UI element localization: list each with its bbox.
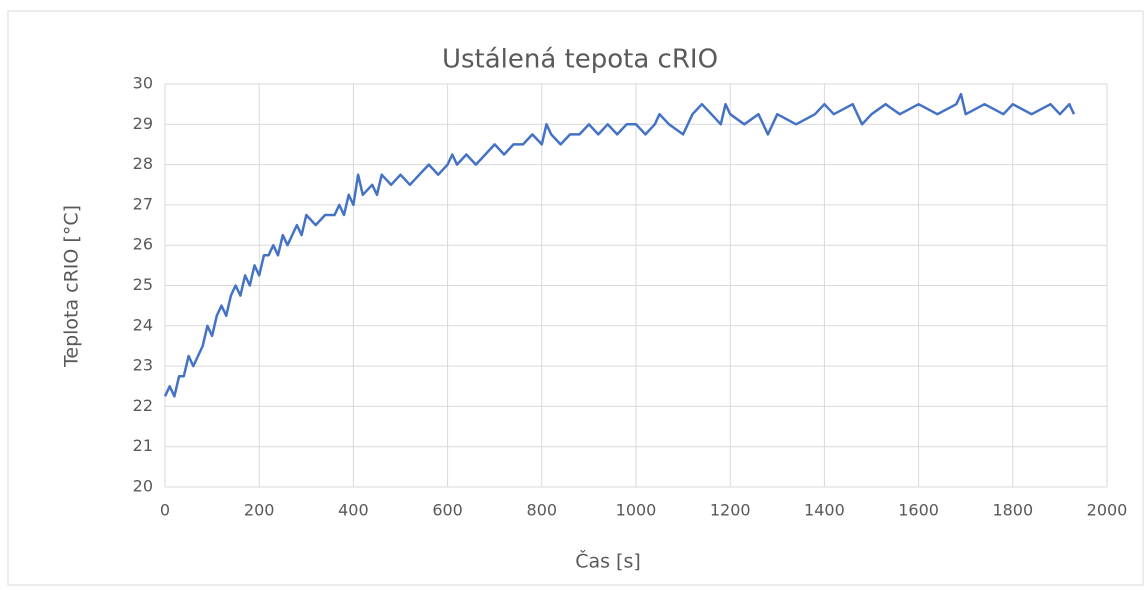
x-tick-label: 1600	[898, 501, 939, 520]
y-tick-label: 24	[133, 315, 153, 334]
y-tick-label: 29	[133, 114, 153, 133]
x-tick-label: 800	[527, 501, 558, 520]
data-line	[163, 92, 1076, 398]
y-tick-label: 26	[133, 235, 153, 254]
x-tick-label: 1800	[992, 501, 1033, 520]
y-axis-label: Teplota cRIO [°C]	[61, 205, 83, 368]
y-tick-label: 20	[133, 477, 153, 496]
y-tick-label: 28	[133, 154, 153, 173]
x-tick-label: 400	[338, 501, 369, 520]
chart-border	[7, 10, 1144, 586]
x-tick-label: 1000	[616, 501, 657, 520]
x-tick-label: 600	[432, 501, 463, 520]
y-tick-label: 23	[133, 356, 153, 375]
x-axis-label: Čas [s]	[575, 549, 641, 573]
y-tick-label: 27	[133, 194, 153, 213]
x-tick-label: 2000	[1087, 501, 1128, 520]
x-tick-label: 1400	[804, 501, 845, 520]
x-tick-label: 0	[160, 501, 170, 520]
x-tick-label: 1200	[710, 501, 751, 520]
y-tick-label: 25	[133, 275, 153, 294]
y-tick-label: 22	[133, 396, 153, 415]
y-tick-label: 21	[133, 436, 153, 455]
x-tick-label: 200	[244, 501, 275, 520]
y-tick-label: 30	[133, 74, 153, 93]
chart-title: Ustálená tepota cRIO	[442, 45, 718, 75]
